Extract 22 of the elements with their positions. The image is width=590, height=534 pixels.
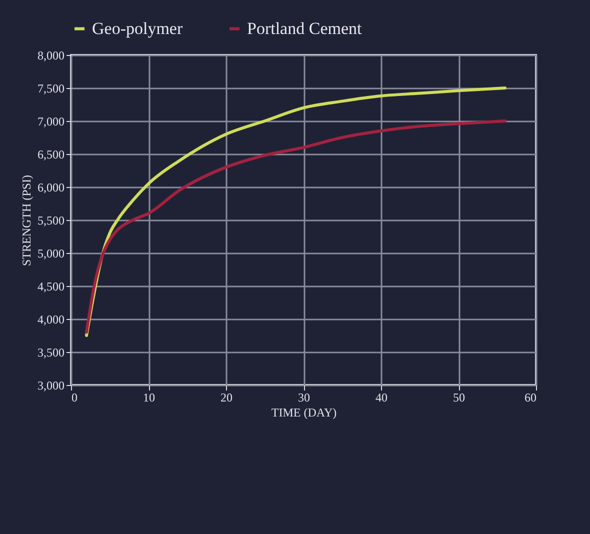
y-axis-title: STRENGTH (PSI) — [20, 174, 34, 266]
x-tick-label: 0 — [72, 390, 78, 404]
y-tick-label: 6,000 — [38, 180, 64, 194]
x-tick-label: 10 — [143, 390, 155, 404]
y-tick-label: 4,500 — [38, 280, 64, 294]
y-tick-label: 8,000 — [38, 48, 64, 62]
x-tick-label: 20 — [220, 390, 232, 404]
x-tick-label: 60 — [524, 390, 536, 404]
x-axis-title: TIME (DAY) — [271, 406, 337, 420]
y-tick-label: 5,000 — [38, 246, 64, 260]
y-tick-label: 5,500 — [38, 214, 64, 228]
legend-label: Portland Cement — [247, 18, 362, 38]
y-tick-label: 6,500 — [38, 148, 64, 162]
y-tick-label: 7,000 — [38, 114, 64, 128]
y-tick-label: 3,000 — [38, 378, 64, 392]
legend-label: Geo-polymer — [92, 18, 183, 38]
x-tick-label: 40 — [376, 390, 388, 404]
x-tick-label: 50 — [453, 390, 465, 404]
y-tick-label: 4,000 — [38, 312, 64, 326]
x-tick-label: 30 — [298, 390, 310, 404]
y-tick-label: 3,500 — [38, 346, 64, 360]
y-tick-label: 7,500 — [38, 82, 64, 96]
